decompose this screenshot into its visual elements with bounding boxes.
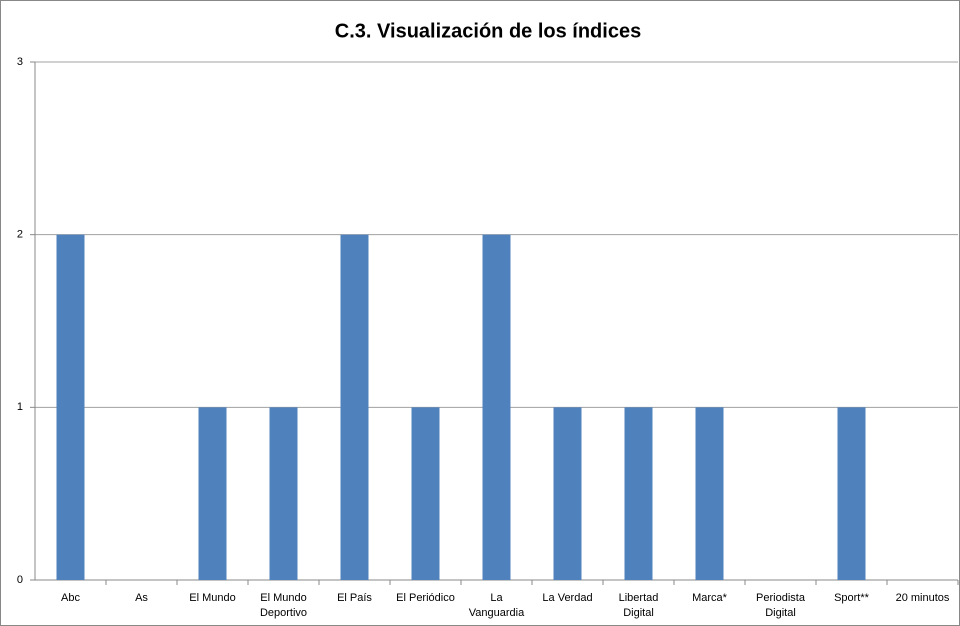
bar [198,407,227,580]
x-tick-label: 20 minutos [896,592,950,604]
y-tick-label: 0 [17,574,23,586]
x-tick-label: El Mundo Deportivo [260,592,307,619]
x-tick-label: As [135,592,148,604]
y-tick-label: 1 [17,401,23,413]
x-tick-label: Periodista Digital [756,592,806,619]
bar [340,234,369,580]
x-tick-label: El Mundo [189,592,235,604]
bar [553,407,582,580]
bar [56,234,85,580]
x-tick-label: Abc [61,592,80,604]
bar [837,407,866,580]
x-tick-label: Marca* [692,592,728,604]
x-tick-label: El Periódico [396,592,455,604]
bar [482,234,511,580]
bar [411,407,440,580]
bar [624,407,653,580]
x-tick-label: La Verdad [542,592,592,604]
bar [269,407,298,580]
x-tick-label: Libertad Digital [619,592,659,619]
x-tick-label: La Vanguardia [469,592,525,619]
x-tick-label: El País [337,592,372,604]
chart-title: C.3. Visualización de los índices [335,20,641,42]
bar [695,407,724,580]
x-tick-label: Sport** [834,592,870,604]
y-tick-label: 2 [17,229,23,241]
y-tick-label: 3 [17,56,23,68]
